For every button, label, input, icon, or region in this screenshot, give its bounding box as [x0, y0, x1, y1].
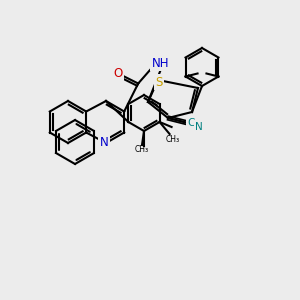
Text: N: N	[195, 122, 203, 132]
Text: O: O	[114, 67, 123, 80]
Text: N: N	[100, 136, 108, 149]
Text: CH₃: CH₃	[166, 134, 180, 143]
Text: C: C	[187, 118, 195, 128]
Text: NH: NH	[152, 57, 169, 70]
Text: CH₃: CH₃	[135, 146, 149, 154]
Text: S: S	[155, 76, 163, 88]
